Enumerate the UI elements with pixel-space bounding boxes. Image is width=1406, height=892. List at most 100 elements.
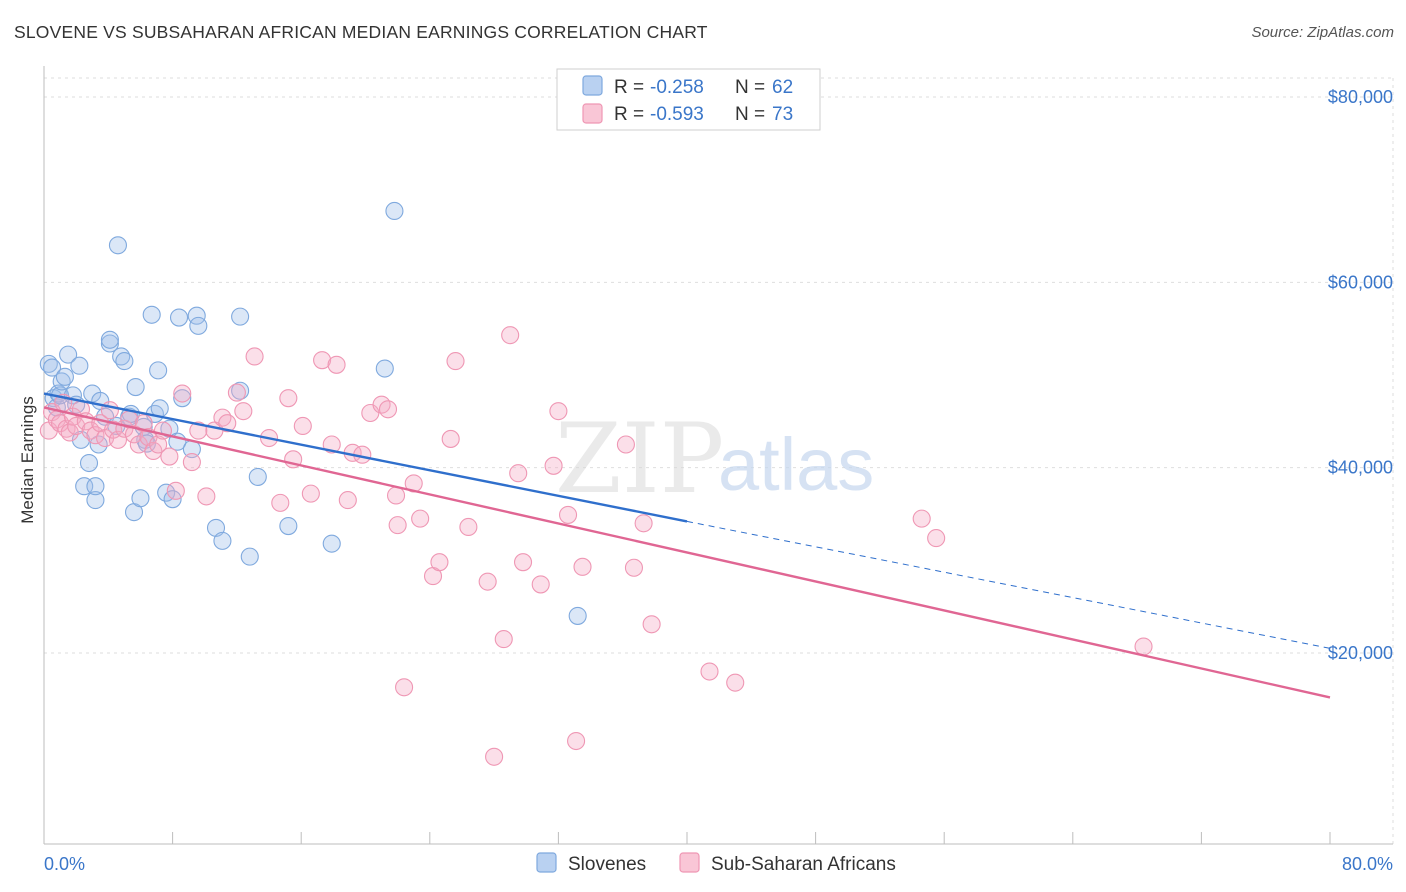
slovenes-point (108, 236, 127, 255)
subsaharan-point (388, 516, 407, 535)
legend-bottom: Slovenes Sub-Saharan Africans (536, 852, 896, 875)
slovenes-point (79, 453, 99, 473)
legend-bottom-label-subsaharan: Sub-Saharan Africans (711, 854, 896, 875)
slovenes-point (59, 345, 78, 364)
subsaharan-point (197, 487, 216, 506)
subsaharan-point (67, 416, 86, 436)
trend-line-subsaharan (43, 406, 1331, 699)
slovenes-point (126, 377, 145, 397)
slovenes-point (173, 389, 192, 408)
legend-r-label-1: R = (614, 77, 644, 98)
legend-bottom-swatch-subsaharan (679, 852, 700, 873)
subsaharan-point (279, 389, 298, 408)
slovenes-point (131, 489, 150, 508)
subsaharan-point (912, 509, 931, 528)
slovenes-point (385, 201, 404, 221)
slovenes-point (279, 516, 298, 536)
legend-r-label-2: R = (614, 104, 644, 125)
subsaharan-point (478, 572, 497, 591)
subsaharan-point (558, 505, 578, 524)
y-tick-labels: $20,000 $40,000 $60,000 $80,000 (1328, 87, 1393, 663)
slovenes-point (568, 606, 587, 625)
subsaharan-point (271, 493, 290, 512)
legend-n-value-1: 62 (772, 77, 793, 98)
slovenes-point (115, 352, 134, 371)
slovenes-point (42, 358, 62, 377)
axes (43, 66, 1393, 845)
subsaharan-point (927, 529, 946, 548)
slovenes-point (100, 330, 119, 349)
subsaharan-point (293, 416, 312, 436)
subsaharan-point (108, 430, 127, 449)
subsaharan-point (218, 414, 237, 433)
slovenes-point (86, 491, 105, 510)
trend-line-slovenes (43, 392, 688, 523)
trend-line-slovenes-extension (686, 520, 1331, 649)
legend-swatch-blue (582, 75, 603, 96)
subsaharan-point (411, 509, 430, 528)
subsaharan-point (160, 447, 179, 466)
subsaharan-point (378, 400, 398, 419)
subsaharan-point (616, 435, 635, 454)
subsaharan-point (301, 484, 320, 503)
slovenes-point (86, 477, 105, 496)
subsaharan-point (573, 557, 592, 576)
y-tick-label: $60,000 (1328, 272, 1393, 292)
subsaharan-point (395, 678, 414, 697)
subsaharan-point (634, 514, 653, 533)
subsaharan-point (134, 414, 153, 433)
subsaharan-point (544, 456, 563, 475)
subsaharan-point (213, 408, 232, 427)
subsaharan-point (173, 384, 192, 403)
subsaharan-point (485, 747, 504, 766)
legend-top: R = -0.258 N = 62 R = -0.593 N = 73 (556, 68, 821, 131)
subsaharan-point (642, 615, 661, 634)
subsaharan-point (327, 355, 346, 374)
subsaharan-point (386, 486, 406, 505)
legend-swatch-pink (582, 103, 603, 124)
series-slovenes-points (39, 201, 587, 625)
source-credit: Source: ZipAtlas.com (1251, 24, 1394, 41)
subsaharan-point (338, 491, 357, 510)
subsaharan-point (182, 453, 201, 472)
subsaharan-point (531, 575, 550, 594)
subsaharan-point (700, 662, 719, 681)
watermark: ZIP atlas (555, 403, 874, 515)
chart-title: SLOVENE VS SUBSAHARAN AFRICAN MEDIAN EAR… (14, 22, 708, 42)
subsaharan-point (567, 731, 586, 751)
slovenes-point (213, 531, 232, 550)
slovenes-point (231, 381, 250, 400)
slovenes-point (70, 356, 89, 375)
subsaharan-point (513, 553, 533, 572)
subsaharan-point (501, 326, 520, 345)
slovenes-point (231, 307, 250, 326)
series-subsaharan-points (39, 326, 1153, 766)
legend-bottom-swatch-slovenes (536, 852, 557, 873)
legend-r-value-1: -0.258 (650, 77, 704, 98)
y-tick-label: $40,000 (1328, 458, 1393, 478)
subsaharan-point (1134, 637, 1153, 656)
legend-n-label-1: N = (735, 77, 765, 98)
legend-n-label-2: N = (735, 104, 765, 125)
subsaharan-point (234, 402, 253, 421)
subsaharan-point (313, 351, 332, 370)
slovenes-point (169, 308, 189, 327)
slovenes-point (375, 359, 394, 378)
subsaharan-point (372, 395, 391, 414)
legend-bottom-label-slovenes: Slovenes (568, 854, 646, 875)
subsaharan-point (549, 402, 568, 421)
y-axis-label: Median Earnings (18, 396, 37, 524)
slovenes-point (189, 316, 208, 335)
slovenes-point (149, 361, 168, 380)
slovenes-point (71, 430, 91, 449)
slovenes-point (142, 305, 161, 324)
watermark-zip: ZIP (555, 403, 724, 515)
subsaharan-point (726, 673, 745, 692)
subsaharan-point (430, 553, 449, 572)
subsaharan-point (446, 352, 465, 371)
subsaharan-point (459, 517, 478, 537)
x-tick-label-min: 0.0% (44, 854, 85, 874)
slovenes-point (322, 534, 341, 553)
subsaharan-point (245, 347, 264, 366)
